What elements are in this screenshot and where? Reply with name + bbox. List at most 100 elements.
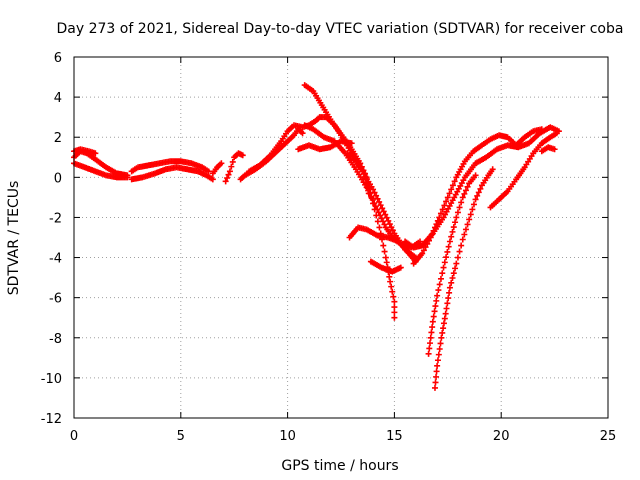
data-point	[422, 244, 429, 251]
y-tick-label: -2	[49, 211, 62, 226]
data-point	[433, 368, 440, 375]
grid-layer	[74, 57, 608, 418]
data-point	[446, 289, 453, 296]
data-point	[386, 273, 393, 280]
data-point	[445, 295, 452, 302]
data-point	[446, 190, 453, 197]
data-point	[391, 314, 398, 321]
data-point	[440, 325, 447, 332]
data-point	[226, 168, 233, 175]
data-point	[436, 346, 443, 353]
data-point	[452, 219, 459, 226]
data-point	[464, 183, 471, 190]
data-point	[441, 259, 448, 266]
data-point	[434, 217, 441, 224]
data-point	[442, 310, 449, 317]
data-point	[453, 260, 460, 267]
data-point	[435, 287, 442, 294]
data-point	[432, 379, 439, 386]
data-point	[373, 212, 380, 219]
data-point	[459, 194, 466, 201]
data-point	[419, 250, 426, 257]
data-point	[378, 215, 385, 222]
data-point	[449, 228, 456, 235]
data-point	[439, 270, 446, 277]
data-point	[435, 351, 442, 358]
data-point	[218, 160, 225, 167]
data-point	[383, 214, 390, 221]
data-point	[365, 190, 372, 197]
data-point	[382, 211, 389, 218]
data-point	[427, 234, 434, 241]
data-point	[382, 254, 389, 261]
y-tick-label: -6	[49, 292, 62, 307]
data-point	[420, 247, 427, 254]
data-point	[436, 214, 443, 221]
data-point	[433, 297, 440, 304]
y-tick-label: 0	[54, 171, 62, 186]
series-track-4	[128, 158, 212, 175]
data-point	[441, 202, 448, 209]
data-point	[381, 221, 388, 228]
data-point	[454, 209, 461, 216]
data-point	[92, 150, 99, 157]
data-point	[437, 210, 444, 217]
data-point	[386, 221, 393, 228]
data-point	[380, 208, 387, 215]
data-point	[362, 175, 369, 182]
chart-title: Day 273 of 2021, Sidereal Day-to-day VTE…	[57, 21, 624, 37]
data-point	[389, 288, 396, 295]
x-tick-label: 20	[493, 429, 510, 444]
data-point	[446, 284, 453, 291]
data-point	[380, 242, 387, 249]
data-point	[439, 329, 446, 336]
data-point	[434, 357, 441, 364]
data-point	[426, 237, 433, 244]
x-tick-label: 0	[70, 429, 78, 444]
data-point	[370, 200, 377, 207]
x-tick-label: 25	[600, 429, 617, 444]
data-point	[458, 242, 465, 249]
series-track-15	[346, 224, 419, 265]
data-point	[452, 265, 459, 272]
data-point	[470, 201, 477, 208]
data-point	[222, 178, 229, 185]
data-point	[433, 373, 440, 380]
data-point	[426, 345, 433, 352]
data-point	[239, 152, 246, 159]
series-track-22	[538, 144, 558, 155]
series-track-21	[487, 130, 560, 211]
data-point	[370, 186, 377, 193]
y-tick-label: 6	[54, 51, 62, 66]
data-point	[449, 182, 456, 189]
data-point	[443, 305, 450, 312]
series-track-6	[209, 160, 225, 177]
data-point	[224, 175, 231, 182]
data-point	[458, 199, 465, 206]
data-point	[439, 206, 446, 213]
data-point	[469, 206, 476, 213]
data-point	[424, 240, 431, 247]
data-point	[376, 224, 383, 231]
data-point	[380, 218, 387, 225]
data-point	[363, 174, 370, 181]
data-point	[450, 224, 457, 231]
data-point	[431, 384, 438, 391]
data-point	[430, 227, 437, 234]
data-point	[446, 238, 453, 245]
data-point	[551, 146, 558, 153]
tick-layer: 0 5 10 15 20 25 -12 -10 -8 -6 -4 -2 0 2 4 6	[41, 51, 617, 444]
data-point	[363, 180, 370, 187]
series-track-5	[128, 164, 216, 183]
series-track-14	[344, 150, 372, 197]
series-track-16	[367, 258, 404, 275]
data-point	[474, 192, 481, 199]
data-point	[437, 340, 444, 347]
y-tick-label: -12	[41, 412, 62, 427]
data-point	[472, 172, 479, 179]
x-axis-label: GPS time / hours	[281, 458, 398, 474]
data-point	[443, 198, 450, 205]
data-point	[441, 315, 448, 322]
data-point	[429, 318, 436, 325]
